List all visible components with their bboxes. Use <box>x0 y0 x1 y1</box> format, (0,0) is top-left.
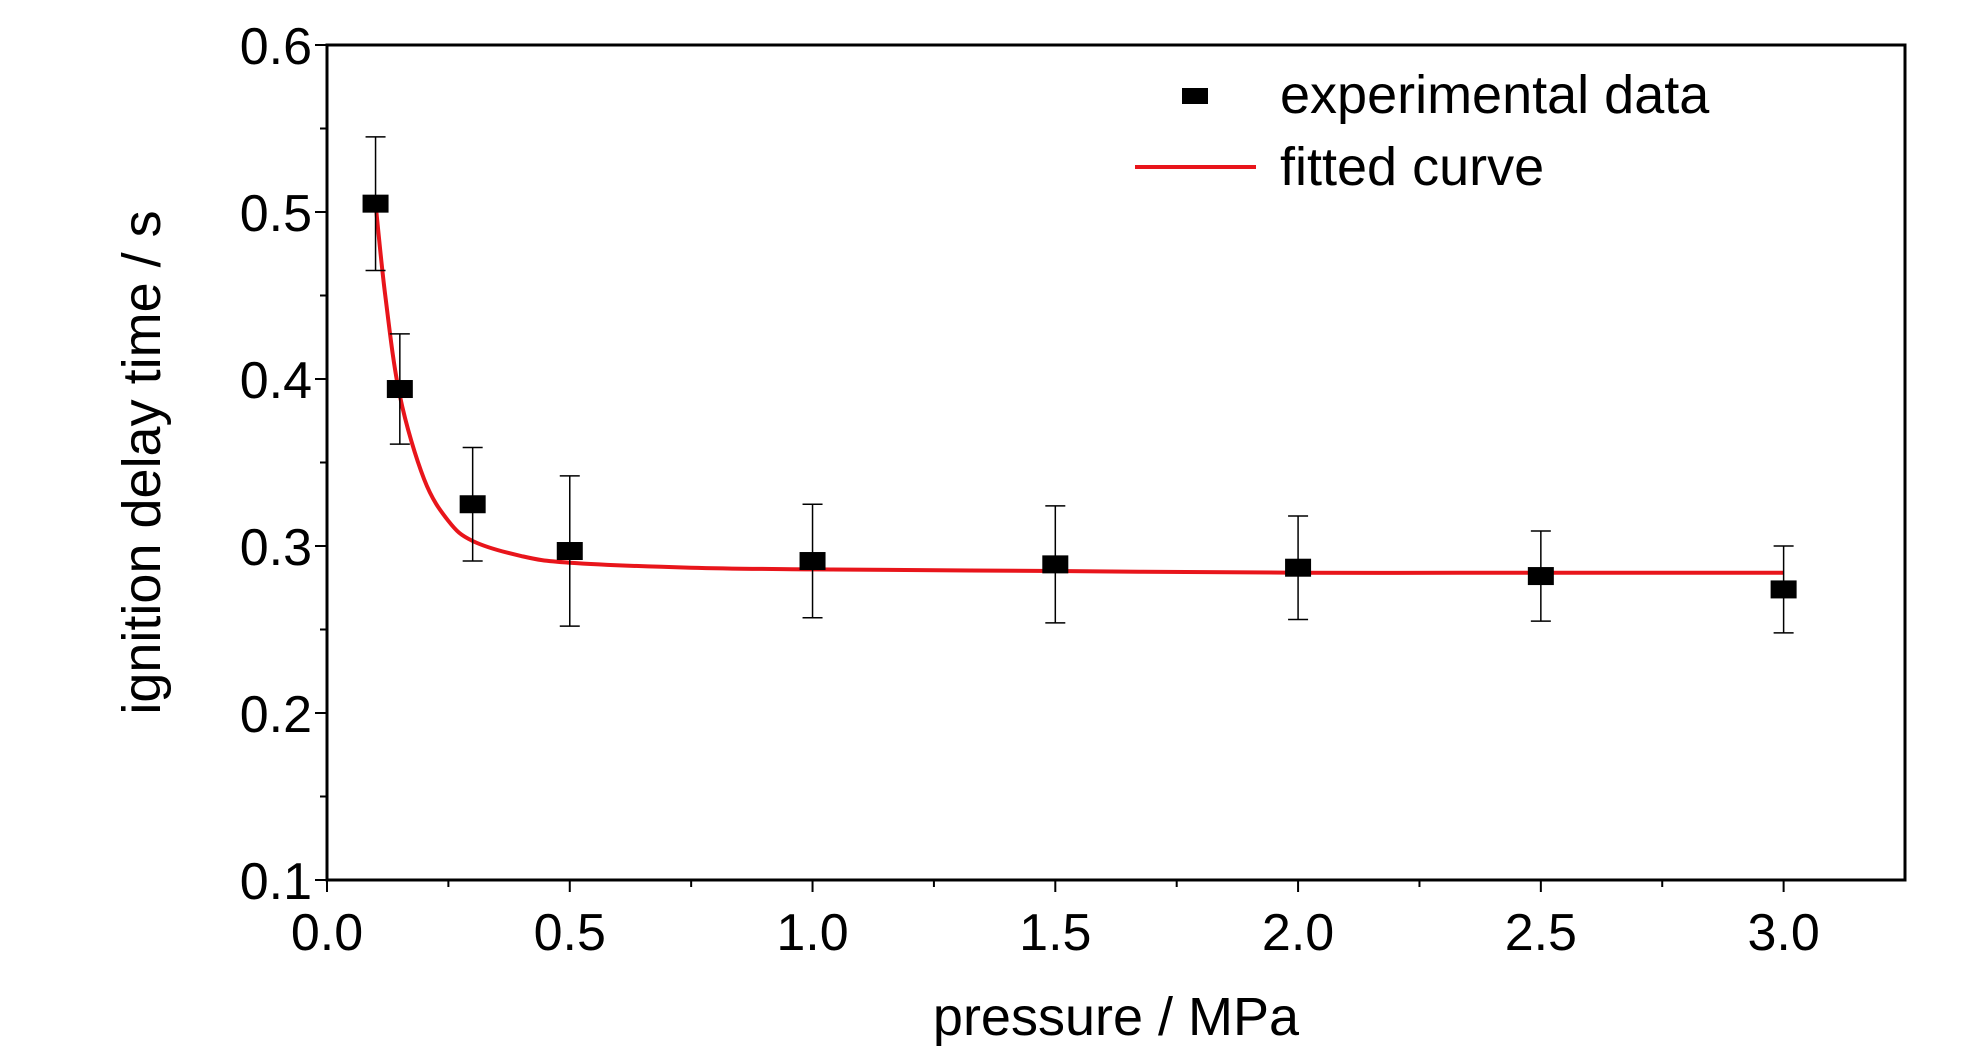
x-tick-label: 2.0 <box>1262 904 1334 962</box>
x-tick-label: 1.5 <box>1019 904 1091 962</box>
y-tick-label: 0.2 <box>240 686 312 744</box>
data-point <box>799 552 826 571</box>
y-tick-label: 0.5 <box>240 185 312 243</box>
data-point <box>386 380 413 399</box>
y-axis-ticks: 0.1 0.2 0.3 0.4 0.5 0.6 <box>240 18 327 911</box>
x-tick-label: 1.0 <box>776 904 848 962</box>
data-point <box>362 194 389 213</box>
plot-area <box>362 136 1797 634</box>
data-point <box>1285 558 1312 577</box>
data-point <box>1042 555 1069 574</box>
y-tick-label: 0.6 <box>240 18 312 76</box>
y-tick-label: 0.3 <box>240 519 312 577</box>
y-axis-title: ignition delay time / s <box>112 210 172 714</box>
x-axis-ticks: 0.0 0.5 1.0 1.5 2.0 2.5 3.0 <box>291 880 1820 962</box>
x-tick-label: 0.0 <box>291 904 363 962</box>
data-point <box>1770 580 1797 599</box>
fitted-curve <box>373 203 1784 575</box>
x-tick-label: 2.5 <box>1505 904 1577 962</box>
x-tick-label: 3.0 <box>1747 904 1819 962</box>
plot-frame <box>325 43 1907 882</box>
data-point <box>556 542 583 561</box>
y-tick-label: 0.1 <box>240 853 312 911</box>
data-point <box>1527 567 1554 586</box>
x-tick-label: 0.5 <box>534 904 606 962</box>
x-axis-title: pressure / MPa <box>933 987 1300 1047</box>
legend: experimental data fitted curve <box>1135 65 1710 197</box>
y-tick-label: 0.4 <box>240 352 312 410</box>
data-point <box>459 495 486 514</box>
legend-label: fitted curve <box>1280 137 1544 197</box>
legend-marker-experimental <box>1182 88 1208 104</box>
legend-label: experimental data <box>1280 65 1710 125</box>
